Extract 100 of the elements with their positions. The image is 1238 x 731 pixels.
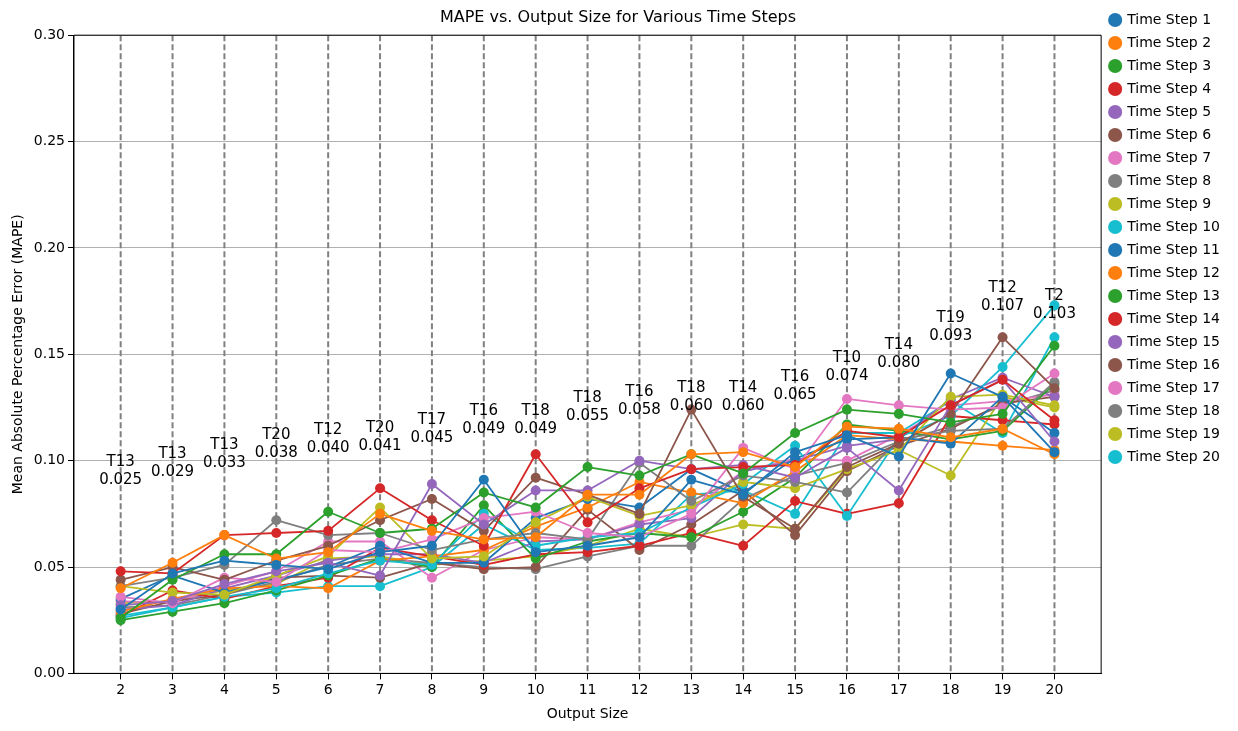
point: [893, 498, 904, 509]
point: [997, 332, 1008, 343]
point: [997, 362, 1008, 373]
annotation: T18 0.049: [514, 401, 558, 438]
point: [1049, 332, 1060, 343]
annotation: T13 0.025: [99, 452, 143, 489]
point: [841, 404, 852, 415]
legend-label: Time Step 5: [1126, 102, 1212, 119]
point: [323, 506, 334, 517]
point: [478, 551, 489, 562]
annotation: T18 0.055: [566, 388, 610, 425]
legend-label: Time Step 7: [1126, 148, 1212, 165]
point: [634, 489, 645, 500]
point: [686, 474, 697, 485]
legend-label: Time Step 2: [1126, 33, 1212, 50]
point: [686, 496, 697, 507]
legend-label: Time Step 19: [1126, 424, 1221, 441]
point: [686, 508, 697, 519]
annotation: T20 0.041: [358, 418, 402, 455]
x-tick-label: 11: [578, 681, 597, 698]
annotation: T14 0.080: [877, 335, 921, 372]
legend-label: Time Step 10: [1126, 217, 1221, 234]
point: [945, 470, 956, 481]
point: [893, 451, 904, 462]
legend-label: Time Step 1: [1126, 10, 1212, 27]
point: [530, 472, 541, 483]
annotation: T13 0.033: [202, 435, 246, 472]
point: [115, 566, 126, 577]
x-tick-label: 8: [427, 681, 437, 698]
point: [945, 368, 956, 379]
legend-label: Time Step 4: [1126, 79, 1212, 96]
x-tick-label: 3: [168, 681, 177, 698]
x-tick-label: 7: [375, 681, 385, 698]
x-tick-label: 19: [993, 681, 1012, 698]
legend-label: Time Step 15: [1126, 332, 1221, 349]
x-tick-label: 2: [116, 681, 126, 698]
annotation: T16 0.058: [617, 381, 661, 418]
point: [582, 517, 593, 528]
annotation: T20 0.038: [254, 424, 298, 461]
point: [271, 528, 282, 538]
legend-label: Time Step 9: [1126, 194, 1212, 211]
x-tick-label: 14: [734, 681, 753, 698]
point: [478, 487, 489, 498]
point: [426, 479, 437, 490]
x-tick-label: 17: [889, 681, 908, 698]
point: [426, 493, 437, 504]
point: [426, 515, 437, 526]
x-tick-label: 4: [219, 681, 229, 698]
x-tick-label: 18: [941, 681, 960, 698]
point: [530, 517, 541, 528]
point: [738, 447, 749, 458]
point: [893, 408, 904, 419]
point: [1049, 436, 1060, 447]
point: [790, 496, 801, 507]
point: [893, 400, 904, 411]
annotation: T12 0.040: [306, 420, 350, 457]
point: [219, 555, 230, 566]
annotation: T14 0.060: [721, 377, 765, 414]
x-tick-label: 10: [526, 681, 545, 698]
point: [997, 408, 1008, 419]
legend-label: Time Step 20: [1126, 447, 1221, 464]
point: [841, 487, 852, 498]
x-tick-label: 16: [838, 681, 856, 698]
legend-label: Time Step 8: [1126, 171, 1212, 188]
point: [945, 417, 956, 428]
y-tick-label: 0.15: [33, 344, 65, 361]
annotation: T17 0.045: [410, 409, 454, 446]
x-tick-label: 6: [323, 681, 333, 698]
x-tick-label: 13: [682, 681, 701, 698]
point: [738, 506, 749, 517]
point: [997, 440, 1008, 451]
point: [167, 557, 178, 568]
x-tick-label: 15: [786, 681, 804, 698]
point: [790, 508, 801, 519]
x-tick-label: 5: [271, 681, 281, 698]
legend-label: Time Step 11: [1126, 240, 1221, 257]
x-tick-label: 9: [479, 681, 489, 698]
annotation: T16 0.049: [462, 401, 506, 438]
point: [375, 508, 386, 519]
chart-title: MAPE vs. Output Size for Various Time Steps: [439, 6, 797, 26]
y-axis-title: Mean Absolute Percentage Error (MAPE): [9, 214, 26, 495]
y-tick-label: 0.25: [33, 132, 65, 149]
annotation: T19 0.093: [929, 307, 973, 344]
legend-label: Time Step 17: [1126, 378, 1221, 395]
point: [634, 470, 645, 481]
point: [582, 528, 593, 538]
point: [530, 502, 541, 513]
point: [271, 515, 282, 526]
y-tick-label: 0.30: [33, 25, 65, 42]
point: [686, 540, 697, 551]
legend-label: Time Step 16: [1126, 355, 1221, 372]
x-tick-label: 12: [630, 681, 649, 698]
legend-label: Time Step 3: [1126, 56, 1212, 73]
point: [478, 474, 489, 485]
point: [893, 485, 904, 496]
point: [738, 540, 749, 551]
point: [582, 462, 593, 473]
point: [375, 581, 386, 592]
annotation: T18 0.060: [669, 377, 713, 414]
point: [323, 525, 334, 536]
